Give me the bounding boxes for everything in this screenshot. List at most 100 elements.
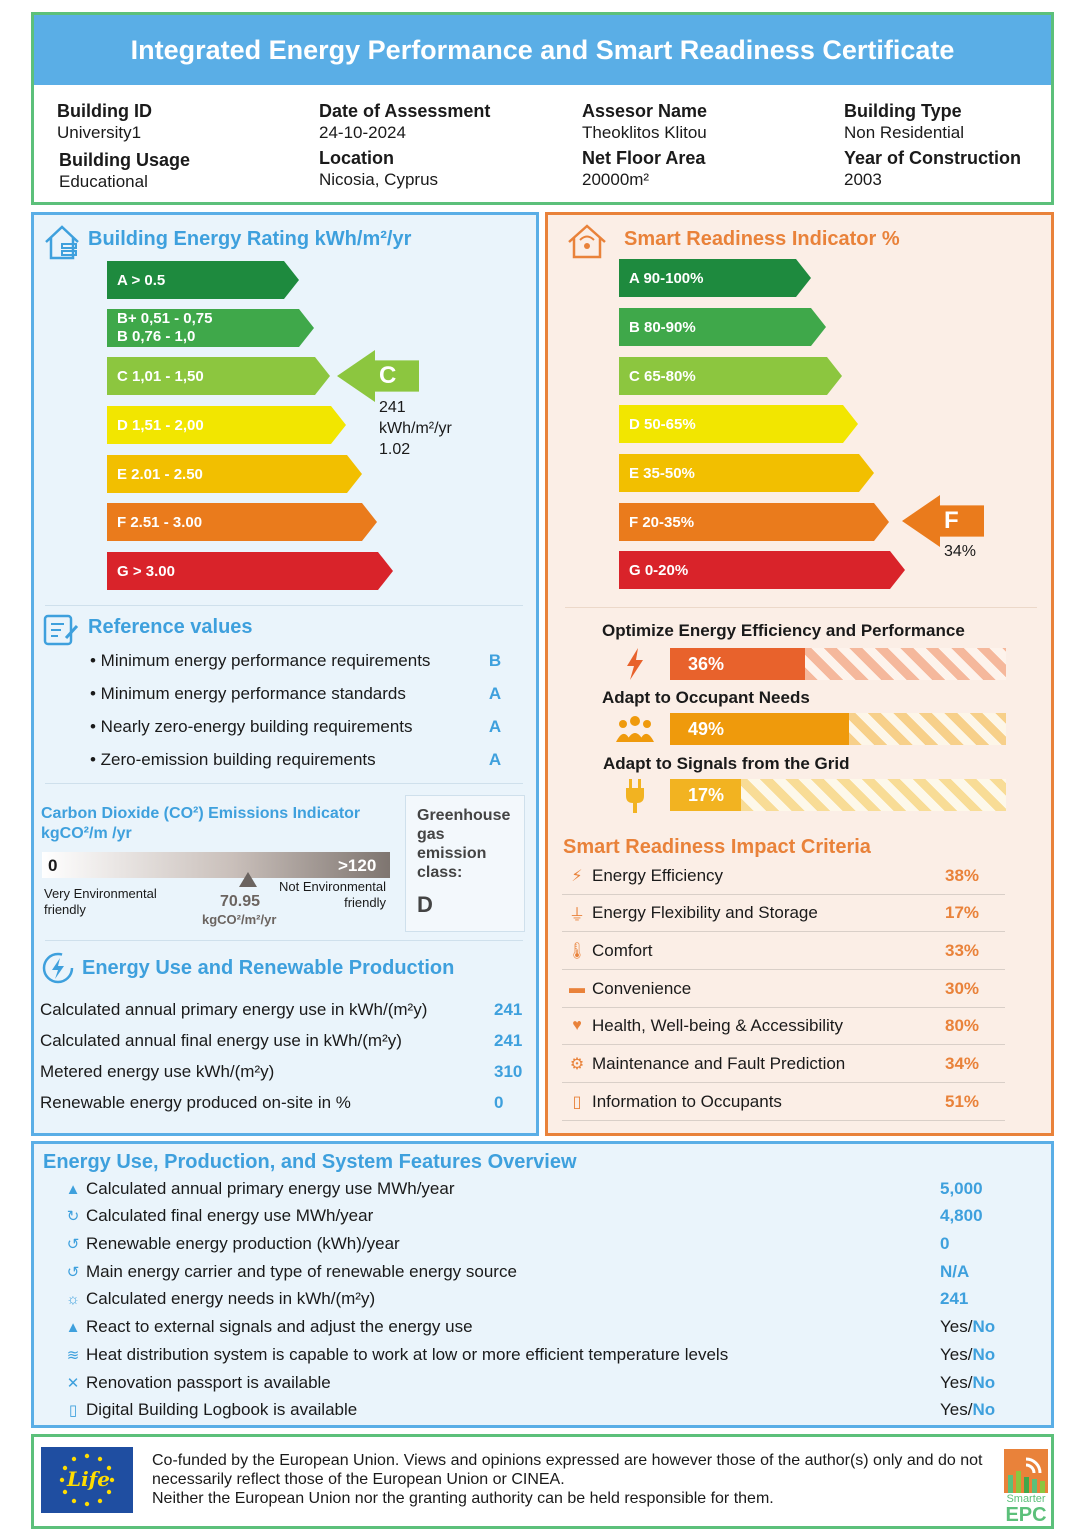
people-icon bbox=[616, 716, 654, 742]
field-label: Date of Assessment bbox=[319, 101, 491, 121]
impact-row: 🌡 Comfort 33% bbox=[562, 933, 1005, 970]
no-text: No bbox=[972, 1373, 996, 1392]
impact-row: ▬ Convenience 30% bbox=[562, 971, 1005, 1008]
co2-value: 70.95 bbox=[220, 893, 261, 910]
impact-row: ♥ Health, Well-being & Accessibility 80% bbox=[562, 1008, 1005, 1045]
field-year: Year of Construction 2003 bbox=[844, 148, 1021, 190]
gear-icon: ⚙ bbox=[569, 1056, 585, 1073]
overview-row: ▲ React to external signals and adjust t… bbox=[60, 1317, 1000, 1337]
rating-band-a: A > 0.5 bbox=[107, 261, 299, 299]
overview-label: Renovation passport is available bbox=[86, 1373, 331, 1392]
overview-row: ▯ Digital Building Logbook is available … bbox=[60, 1400, 1000, 1420]
heart-icon: ♥ bbox=[572, 1017, 582, 1034]
field-value: Theoklitos Klitou bbox=[582, 123, 707, 142]
sri-band-b: B 80-90% bbox=[619, 308, 826, 346]
smarter-epc-icon bbox=[1004, 1449, 1048, 1493]
smarter-epc-logo: Smarter EPC bbox=[1000, 1441, 1052, 1526]
certificate-title: Integrated Energy Performance and Smart … bbox=[34, 15, 1051, 85]
overview-value: N/A bbox=[940, 1262, 970, 1281]
field-value: 24-10-2024 bbox=[319, 123, 406, 142]
bar-value: 49% bbox=[688, 718, 725, 739]
bar-remainder bbox=[741, 779, 1006, 811]
energy-use-label: Calculated annual final energy use in kW… bbox=[40, 1031, 402, 1050]
co2-scale-min: 0 bbox=[48, 856, 58, 875]
overview-value: 5,000 bbox=[940, 1179, 983, 1198]
sri-band-e: E 35-50% bbox=[619, 454, 874, 492]
footer-disclaimer: Co-funded by the European Union. Views a… bbox=[152, 1451, 992, 1508]
reference-label: • Minimum energy performance standards bbox=[90, 684, 406, 703]
rating-band-b: B+ 0,51 - 0,75 B 0,76 - 1,0 bbox=[107, 309, 314, 347]
checklist-icon bbox=[43, 614, 79, 646]
energy-cycle-icon: ↻ bbox=[66, 1208, 80, 1225]
ghg-box: Greenhouse gas emission class: D bbox=[405, 795, 525, 932]
overview-row: ▲ Calculated annual primary energy use M… bbox=[60, 1179, 1000, 1199]
bulb-icon: ☼ bbox=[66, 1290, 80, 1308]
divider bbox=[45, 783, 523, 784]
energy-cycle-icon bbox=[42, 952, 74, 984]
impact-value: 80% bbox=[945, 1016, 980, 1035]
overview-panel bbox=[31, 1141, 1054, 1428]
field-floor-area: Net Floor Area 20000m² bbox=[582, 148, 705, 190]
overview-value: 0 bbox=[940, 1234, 950, 1253]
reference-value: A bbox=[488, 684, 502, 703]
thermometer-icon: 🌡 bbox=[566, 943, 588, 960]
co2-title-block: Carbon Dioxide (CO²) Emissions Indicator… bbox=[41, 804, 360, 844]
bar-value: 36% bbox=[688, 653, 725, 674]
field-label: Year of Construction bbox=[844, 148, 1022, 168]
field-value: University1 bbox=[57, 123, 142, 142]
sofa-icon: ▬ bbox=[569, 980, 585, 997]
yes-text: Yes/ bbox=[940, 1400, 973, 1419]
footer: Life Co-funded by the European Union. Vi… bbox=[31, 1434, 1054, 1529]
co2-marker bbox=[238, 872, 257, 887]
reference-row: • Minimum energy performance requirement… bbox=[90, 651, 510, 671]
rating-band-e: E 2.01 - 2.50 bbox=[107, 455, 362, 493]
field-label: Building Usage bbox=[59, 150, 191, 170]
sri-title: Smart Readiness Indicator % bbox=[624, 228, 900, 250]
band-label: B+ 0,51 - 0,75 bbox=[117, 310, 213, 327]
plug-icon: ⏚ bbox=[568, 907, 585, 924]
energy-use-row: Renewable energy produced on-site in % 0 bbox=[40, 1093, 530, 1113]
current-sri-value: 34% bbox=[944, 543, 977, 560]
impact-label: Maintenance and Fault Prediction bbox=[592, 1054, 846, 1073]
impact-value: 30% bbox=[945, 979, 980, 998]
bolt-icon bbox=[627, 648, 643, 680]
current-rating-values: 241 kWh/m²/yr 1.02 bbox=[379, 397, 452, 460]
warning-icon: ▲ bbox=[65, 1180, 81, 1198]
overview-value: 241 bbox=[940, 1289, 969, 1308]
energy-rating-panel bbox=[31, 212, 539, 1136]
current-rating-value: 241 bbox=[379, 399, 406, 416]
co2-gradient-bar bbox=[42, 852, 390, 878]
eu-life-logo: Life bbox=[41, 1447, 133, 1513]
rating-band-g: G > 3.00 bbox=[107, 552, 393, 590]
co2-unit: kgCO²/m /yr bbox=[41, 825, 132, 842]
overview-label: Renewable energy production (kWh)/year bbox=[86, 1234, 400, 1253]
renewable-icon: ↺ bbox=[66, 1264, 80, 1281]
brand-bottom: EPC bbox=[1005, 1504, 1047, 1526]
eu-stars-icon bbox=[59, 1453, 115, 1507]
impact-label: Convenience bbox=[592, 979, 692, 998]
field-assessor: Assesor Name Theoklitos Klitou bbox=[582, 101, 707, 143]
overview-label: Main energy carrier and type of renewabl… bbox=[86, 1262, 517, 1281]
logbook-icon: ▯ bbox=[68, 1402, 78, 1419]
overview-row: ↺ Renewable energy production (kWh)/year… bbox=[60, 1234, 1000, 1254]
yes-text: Yes/ bbox=[940, 1373, 973, 1392]
warning-icon: ▲ bbox=[65, 1318, 81, 1336]
yes-text: Yes/ bbox=[940, 1345, 973, 1364]
field-building-type: Building Type Non Residential bbox=[844, 101, 964, 143]
co2-right-label: Not Environmental friendly bbox=[279, 879, 386, 910]
sri-band-g: G 0-20% bbox=[619, 551, 905, 589]
energy-use-label: Renewable energy produced on-site in % bbox=[40, 1093, 351, 1112]
field-value: 2003 bbox=[844, 170, 882, 189]
reference-value: B bbox=[488, 651, 502, 670]
divider bbox=[45, 605, 523, 606]
current-rating-ratio: 1.02 bbox=[379, 441, 411, 458]
smart-home-icon bbox=[568, 224, 606, 259]
overview-yes-no: Yes/No bbox=[940, 1317, 1000, 1337]
bar-remainder bbox=[805, 648, 1006, 680]
co2-title: Carbon Dioxide (CO²) Emissions Indicator bbox=[41, 805, 361, 822]
sri-band-d: D 50-65% bbox=[619, 405, 858, 443]
reference-label: • Minimum energy performance requirement… bbox=[90, 651, 431, 670]
field-label: Building Type bbox=[844, 101, 962, 121]
reference-row: • Minimum energy performance standards A bbox=[90, 684, 510, 704]
footer-text: Neither the European Union nor the grant… bbox=[152, 1490, 774, 1507]
